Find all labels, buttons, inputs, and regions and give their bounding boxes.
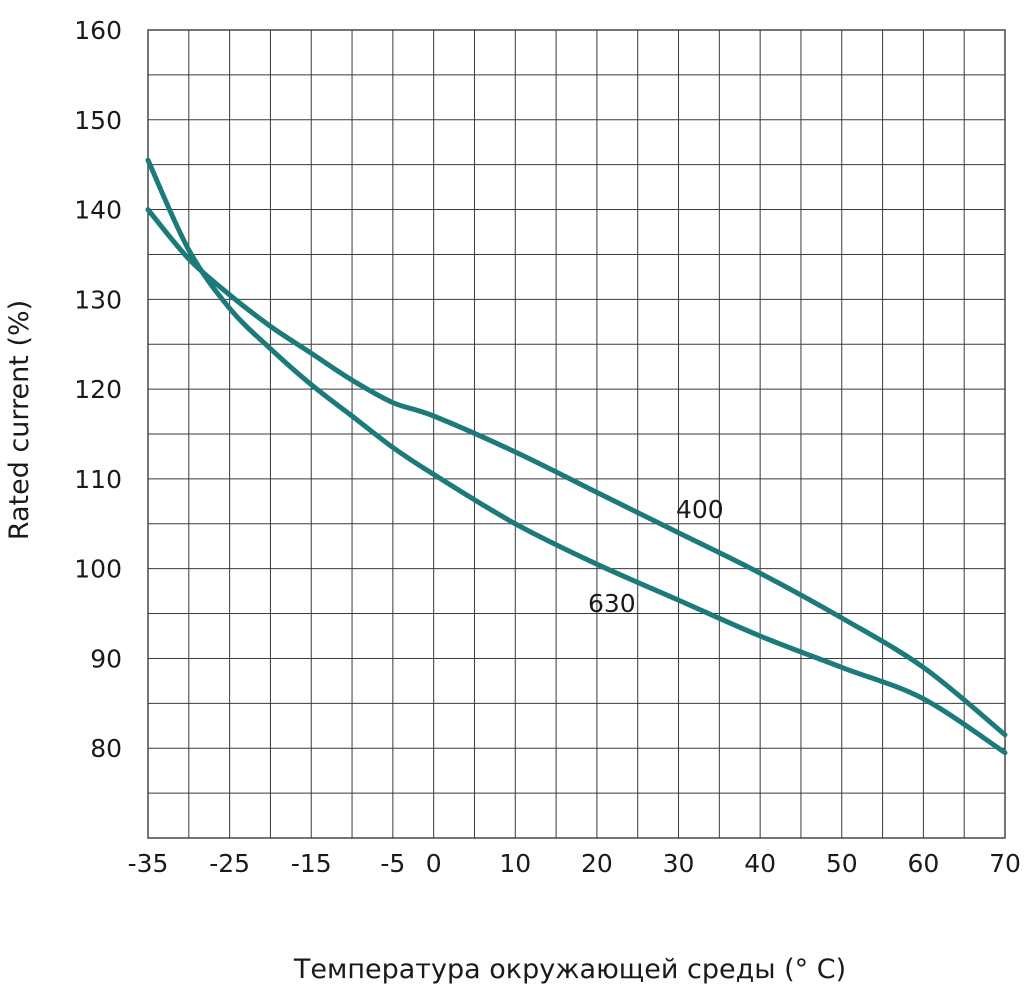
series-line-630 (145, 157, 1008, 756)
plot-frame (147, 29, 1006, 839)
x-tick-label: 70 (989, 849, 1021, 878)
y-tick-label: 160 (74, 16, 122, 45)
y-axis-ticks: 80 90 100 110 120 130 140 150 160 (74, 16, 122, 763)
y-tick-label: 80 (90, 734, 122, 763)
series-labels: 400 630 (588, 495, 724, 618)
plot-area (145, 157, 1008, 756)
series-line-400 (145, 207, 1008, 738)
series-label-400: 400 (676, 495, 724, 524)
x-tick-label: -25 (209, 849, 250, 878)
x-tick-label: 60 (907, 849, 939, 878)
x-tick-label: 50 (826, 849, 858, 878)
x-tick-label: -35 (128, 849, 169, 878)
x-axis-title: Температура окружающей среды (° С) (293, 954, 846, 985)
x-tick-label: 20 (581, 849, 613, 878)
y-tick-label: 150 (74, 106, 122, 135)
y-tick-label: 110 (74, 465, 122, 494)
series-label-630: 630 (588, 589, 636, 618)
x-axis-ticks: -35 -25 -15 -5 0 10 20 30 40 50 60 70 (128, 849, 1021, 878)
y-tick-label: 140 (74, 196, 122, 225)
x-tick-label: -5 (380, 849, 405, 878)
y-tick-label: 130 (74, 285, 122, 314)
grid (147, 29, 1006, 839)
y-tick-label: 100 (74, 555, 122, 584)
x-tick-label: 0 (426, 849, 442, 878)
y-tick-label: 120 (74, 375, 122, 404)
y-tick-label: 90 (90, 644, 122, 673)
x-tick-label: 30 (663, 849, 695, 878)
x-tick-label: -15 (291, 849, 332, 878)
x-tick-label: 40 (744, 849, 776, 878)
x-tick-label: 10 (499, 849, 531, 878)
y-axis-title: Rated current (%) (4, 300, 35, 540)
